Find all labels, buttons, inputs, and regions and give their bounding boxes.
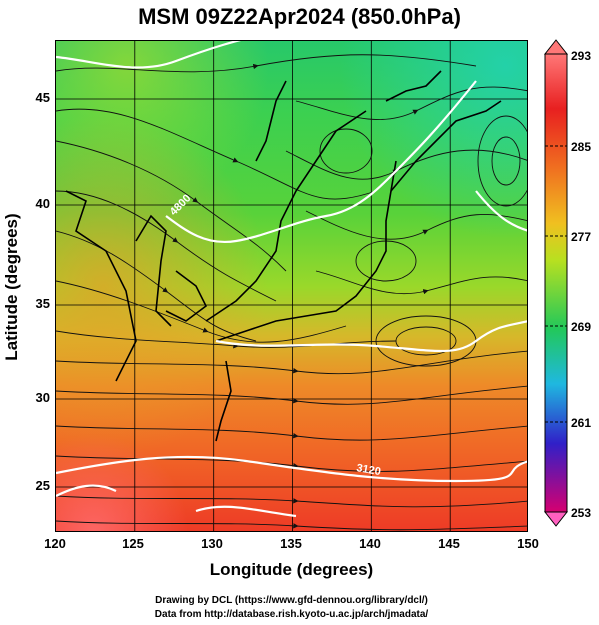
credit-drawing: Drawing by DCL (https://www.gfd-dennou.o…: [155, 595, 428, 606]
y-tick-35: 35: [35, 296, 50, 311]
y-tick-30: 30: [35, 390, 50, 405]
colorbar: [543, 39, 569, 527]
x-tick-150: 150: [517, 536, 539, 551]
x-tick-130: 130: [201, 536, 223, 551]
colorbar-label-253: 253: [571, 506, 592, 520]
contour-label-3120: 3120: [355, 462, 381, 478]
x-tick-145: 145: [438, 536, 460, 551]
y-tick-40: 40: [35, 196, 50, 211]
page-title: MSM 09Z22Apr2024 (850.0hPa): [138, 4, 461, 29]
x-tick-120: 120: [44, 536, 66, 551]
x-tick-140: 140: [359, 536, 381, 551]
grid-lines: [56, 41, 527, 531]
streamlines: [56, 54, 527, 531]
x-tick-125: 125: [122, 536, 144, 551]
y-tick-45: 45: [35, 90, 50, 105]
colorbar-label-261: 261: [571, 416, 592, 430]
y-axis-label: Latitude (degrees): [2, 213, 21, 361]
y-tick-25: 25: [35, 478, 50, 493]
colorbar-label-285: 285: [571, 140, 592, 154]
map-svg: 4800 3120: [56, 41, 527, 531]
x-axis-label: Longitude (degrees): [209, 560, 374, 579]
colorbar-label-277: 277: [571, 230, 592, 244]
map-plot-area: 4800 3120: [55, 40, 528, 532]
coastlines: [65, 70, 502, 442]
height-contours: [56, 41, 527, 518]
credit-data: Data from http://database.rish.kyoto-u.a…: [154, 609, 429, 620]
colorbar-label-293: 293: [571, 49, 592, 63]
x-tick-135: 135: [280, 536, 302, 551]
colorbar-label-269: 269: [571, 320, 592, 334]
